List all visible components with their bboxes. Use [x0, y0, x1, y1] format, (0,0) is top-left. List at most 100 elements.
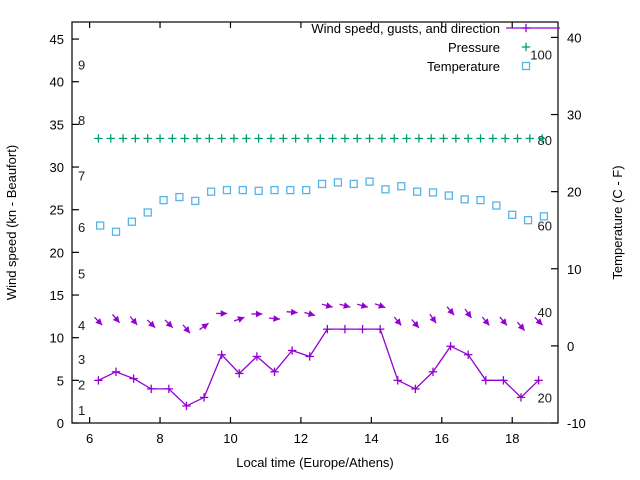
wind-direction-arrow-head — [95, 318, 103, 326]
beaufort-label: 4 — [78, 318, 85, 333]
temperature-point — [381, 185, 390, 194]
wind-direction-arrow-head — [500, 318, 507, 326]
wind-direction-arrow-head — [130, 317, 138, 325]
fahrenheit-label: 40 — [538, 305, 552, 320]
wind-direction-arrow-head — [447, 307, 455, 316]
wind-direction-arrow-head — [360, 302, 368, 309]
fahrenheit-label: 80 — [538, 133, 552, 148]
y2-tick-label: 20 — [567, 185, 581, 200]
temperature-point — [254, 186, 263, 196]
beaufort-label: 9 — [78, 58, 85, 73]
legend-label-temperature: Temperature — [427, 59, 500, 74]
legend-label-wind: Wind speed, gusts, and direction — [311, 21, 500, 36]
temperature-point — [523, 216, 533, 225]
wind-direction-arrow-head — [273, 315, 280, 322]
temperature-point — [317, 179, 327, 189]
wind-direction-arrow-head — [378, 302, 386, 309]
temperature-point — [476, 195, 485, 205]
y-tick-label: 5 — [57, 373, 64, 388]
y2-tick-label: 30 — [567, 108, 581, 123]
y-axis-ticks: 0 5 10 15 20 25 30 35 40 45 — [50, 32, 79, 431]
x-tick-label: 12 — [294, 431, 308, 446]
wind-speed-series — [94, 324, 543, 411]
y-tick-label: 40 — [50, 75, 64, 90]
temperature-point — [127, 217, 137, 226]
y-tick-label: 25 — [50, 203, 64, 218]
temperature-point — [175, 192, 184, 202]
beaufort-label: 1 — [78, 403, 85, 418]
legend-label-pressure: Pressure — [448, 40, 500, 55]
wind-direction-arrow-head — [220, 310, 228, 317]
y-tick-label: 35 — [50, 117, 64, 132]
temperature-point — [460, 195, 469, 204]
x-axis-title: Local time (Europe/Athens) — [236, 455, 394, 470]
y-tick-label: 45 — [50, 32, 64, 47]
wind-direction-arrow-head — [429, 315, 437, 324]
temperature-point — [539, 212, 549, 221]
temperature-point — [412, 187, 422, 196]
plot-border — [71, 21, 559, 424]
wind-direction-arrow-head — [343, 302, 351, 309]
y-tick-label: 30 — [50, 160, 64, 175]
x-tick-label: 6 — [86, 431, 93, 446]
wind-direction-arrow-head — [183, 326, 190, 334]
temperature-point — [286, 185, 295, 195]
wind-direction-arrow-head — [412, 320, 419, 328]
temperature-point — [508, 210, 517, 219]
x-tick-label: 8 — [156, 431, 163, 446]
beaufort-label: 3 — [78, 352, 85, 367]
y-tick-label: 20 — [50, 245, 64, 260]
wind-direction-arrow-head — [165, 320, 173, 328]
chart-legend: Wind speed, gusts, and direction Pressure… — [311, 21, 560, 74]
temperature-point — [349, 179, 358, 189]
y-tick-label: 0 — [57, 416, 64, 431]
wind-direction-arrow-head — [307, 310, 315, 317]
wind-direction-arrow-head — [517, 323, 525, 331]
plot-frame — [71, 21, 559, 424]
beaufort-label: 5 — [78, 267, 85, 282]
legend-sample-temperature — [521, 61, 531, 71]
wind-direction-arrow-head — [237, 316, 245, 323]
y2-axis-ticks: -10 0 10 20 30 40 — [551, 30, 586, 431]
temperature-point — [238, 185, 247, 195]
x-tick-label: 14 — [364, 431, 378, 446]
y2-axis-title: Temperature (C - F) — [610, 165, 625, 279]
x-tick-label: 18 — [505, 431, 519, 446]
y-tick-label: 10 — [50, 331, 64, 346]
y2-tick-label: -10 — [567, 416, 586, 431]
pressure-series — [94, 134, 547, 143]
beaufort-label: 8 — [78, 113, 85, 128]
temperature-point — [302, 185, 311, 195]
wind-direction-arrow-head — [482, 318, 490, 326]
y2-tick-label: 0 — [567, 339, 574, 354]
wind-direction-arrows — [94, 302, 543, 334]
wind-direction-arrow-head — [290, 308, 298, 316]
temperature-point — [428, 188, 438, 197]
y2-tick-label: 10 — [567, 262, 581, 277]
temperature-point — [222, 185, 232, 195]
beaufort-label: 6 — [78, 220, 85, 235]
temperature-point — [444, 191, 453, 200]
temperature-series — [96, 177, 549, 236]
wind-direction-arrow-head — [464, 310, 472, 318]
beaufort-label: 7 — [78, 169, 85, 184]
temperature-point — [159, 195, 168, 205]
fahrenheit-label: 100 — [530, 47, 552, 62]
wind-direction-arrow-head — [325, 302, 333, 309]
temperature-point — [111, 227, 121, 236]
y2-tick-label: 40 — [567, 30, 581, 45]
wind-direction-arrow-head — [112, 315, 120, 323]
fahrenheit-scale-labels: 20 40 60 80 100 — [530, 47, 552, 405]
fahrenheit-label: 60 — [538, 219, 552, 234]
beaufort-label: 2 — [78, 378, 85, 393]
temperature-point — [333, 178, 343, 187]
x-axis-ticks: 6 8 10 12 14 16 18 — [86, 22, 519, 446]
axis-titles: Local time (Europe/Athens) Wind speed (kn… — [4, 145, 625, 470]
y-axis-title: Wind speed (kn - Beaufort) — [4, 145, 19, 300]
wind-direction-arrow-head — [148, 320, 156, 328]
temperature-point — [143, 208, 152, 217]
temperature-point — [397, 182, 406, 191]
x-tick-label: 10 — [223, 431, 237, 446]
